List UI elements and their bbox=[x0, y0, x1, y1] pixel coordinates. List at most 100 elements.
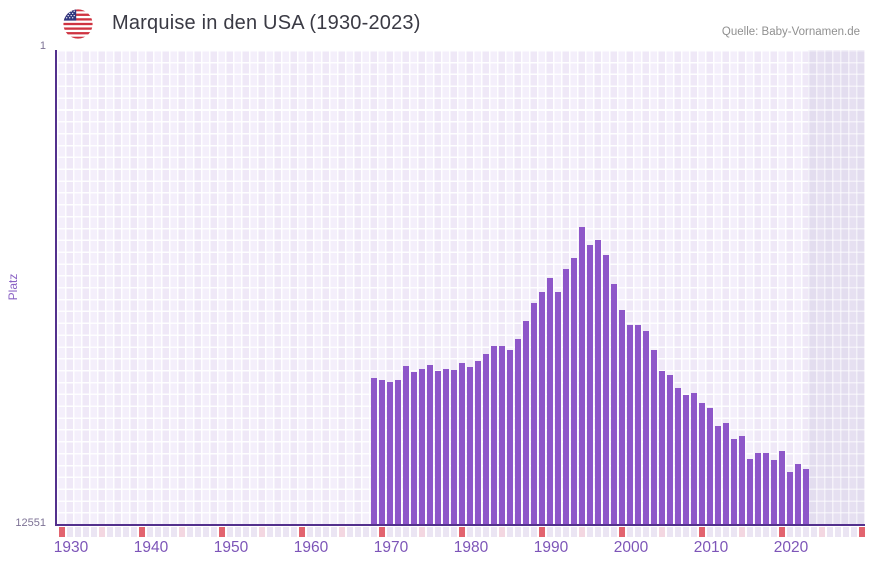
bar-1991[interactable] bbox=[546, 277, 553, 524]
year-cell-1938 bbox=[122, 527, 129, 537]
bar-1969[interactable] bbox=[370, 377, 377, 524]
bar-1990[interactable] bbox=[538, 292, 545, 524]
bar-1975[interactable] bbox=[418, 369, 425, 524]
bar-2009[interactable] bbox=[690, 392, 697, 524]
bar-1971[interactable] bbox=[386, 381, 393, 524]
year-cell-1930 bbox=[58, 527, 65, 537]
year-cell-2024 bbox=[810, 527, 817, 537]
bar-1995[interactable] bbox=[578, 227, 585, 524]
bar-1981[interactable] bbox=[466, 367, 473, 524]
year-cell-1950 bbox=[218, 527, 225, 537]
bar-2002[interactable] bbox=[634, 325, 641, 524]
year-cell-1993 bbox=[562, 527, 569, 537]
x-tick-strip bbox=[57, 527, 865, 537]
bar-1970[interactable] bbox=[378, 380, 385, 524]
bar-1977[interactable] bbox=[434, 371, 441, 524]
year-cell-1979 bbox=[450, 527, 457, 537]
year-cell-1981 bbox=[466, 527, 473, 537]
bar-2006[interactable] bbox=[666, 375, 673, 524]
bar-1983[interactable] bbox=[482, 353, 489, 524]
bar-2014[interactable] bbox=[730, 439, 737, 524]
bar-1999[interactable] bbox=[610, 284, 617, 524]
bar-1974[interactable] bbox=[410, 372, 417, 524]
bar-1980[interactable] bbox=[458, 363, 465, 524]
bar-2000[interactable] bbox=[618, 309, 625, 524]
bar-1994[interactable] bbox=[570, 258, 577, 524]
year-cell-1991 bbox=[546, 527, 553, 537]
x-tick-label-1930: 1930 bbox=[53, 539, 89, 556]
year-cell-1983 bbox=[482, 527, 489, 537]
bar-2019[interactable] bbox=[770, 460, 777, 524]
year-cell-1986 bbox=[506, 527, 513, 537]
bar-1984[interactable] bbox=[490, 346, 497, 524]
bar-1997[interactable] bbox=[594, 240, 601, 524]
bar-2010[interactable] bbox=[698, 403, 705, 524]
bar-1988[interactable] bbox=[522, 320, 529, 524]
bar-1992[interactable] bbox=[554, 291, 561, 524]
year-cell-1932 bbox=[74, 527, 81, 537]
year-cell-1992 bbox=[554, 527, 561, 537]
year-cell-1953 bbox=[242, 527, 249, 537]
year-cell-1985 bbox=[498, 527, 505, 537]
year-cell-1945 bbox=[178, 527, 185, 537]
bar-2007[interactable] bbox=[674, 388, 681, 524]
year-cell-2012 bbox=[714, 527, 721, 537]
year-cell-2001 bbox=[626, 527, 633, 537]
bar-1998[interactable] bbox=[602, 254, 609, 524]
year-cell-1957 bbox=[274, 527, 281, 537]
bar-1986[interactable] bbox=[506, 349, 513, 524]
bar-1987[interactable] bbox=[514, 339, 521, 524]
bar-2020[interactable] bbox=[778, 451, 785, 524]
year-cell-1965 bbox=[338, 527, 345, 537]
page-title: Marquise in den USA (1930-2023) bbox=[112, 12, 421, 34]
year-cell-2030 bbox=[858, 527, 865, 537]
bar-1993[interactable] bbox=[562, 268, 569, 524]
year-cell-1995 bbox=[578, 527, 585, 537]
year-cell-2013 bbox=[722, 527, 729, 537]
year-cell-1987 bbox=[514, 527, 521, 537]
year-cell-2003 bbox=[642, 527, 649, 537]
bar-2016[interactable] bbox=[746, 458, 753, 524]
bar-1985[interactable] bbox=[498, 346, 505, 524]
bar-1989[interactable] bbox=[530, 302, 537, 524]
bar-2005[interactable] bbox=[658, 371, 665, 524]
bar-1996[interactable] bbox=[586, 245, 593, 524]
bar-2021[interactable] bbox=[786, 471, 793, 524]
bar-1973[interactable] bbox=[402, 366, 409, 524]
bar-1979[interactable] bbox=[450, 369, 457, 524]
year-cell-1940 bbox=[138, 527, 145, 537]
bar-2001[interactable] bbox=[626, 325, 633, 524]
year-cell-1931 bbox=[66, 527, 73, 537]
year-cell-1944 bbox=[170, 527, 177, 537]
bar-2013[interactable] bbox=[722, 423, 729, 524]
x-tick-label-1990: 1990 bbox=[533, 539, 569, 556]
year-cell-2016 bbox=[746, 527, 753, 537]
bar-1976[interactable] bbox=[426, 365, 433, 524]
year-cell-1960 bbox=[298, 527, 305, 537]
bar-2008[interactable] bbox=[682, 395, 689, 524]
bar-2012[interactable] bbox=[714, 426, 721, 524]
year-cell-1937 bbox=[114, 527, 121, 537]
bar-1978[interactable] bbox=[442, 368, 449, 524]
year-cell-2011 bbox=[706, 527, 713, 537]
year-cell-1967 bbox=[354, 527, 361, 537]
bar-1982[interactable] bbox=[474, 361, 481, 524]
y-tick-top: 1 bbox=[39, 40, 46, 52]
bar-2023[interactable] bbox=[802, 468, 809, 524]
bar-2003[interactable] bbox=[642, 331, 649, 524]
bar-2017[interactable] bbox=[754, 452, 761, 524]
y-axis-line bbox=[55, 50, 57, 524]
bar-2011[interactable] bbox=[706, 408, 713, 524]
bar-2015[interactable] bbox=[738, 436, 745, 524]
x-tick-label-2020: 2020 bbox=[773, 539, 809, 556]
year-cell-2002 bbox=[634, 527, 641, 537]
us-flag-icon bbox=[63, 9, 93, 39]
bar-2004[interactable] bbox=[650, 349, 657, 524]
bar-2022[interactable] bbox=[794, 463, 801, 524]
year-cell-1998 bbox=[602, 527, 609, 537]
year-cell-1978 bbox=[442, 527, 449, 537]
bar-2018[interactable] bbox=[762, 452, 769, 524]
bar-1972[interactable] bbox=[394, 379, 401, 524]
year-cell-1966 bbox=[346, 527, 353, 537]
x-tick-label-2010: 2010 bbox=[693, 539, 729, 556]
